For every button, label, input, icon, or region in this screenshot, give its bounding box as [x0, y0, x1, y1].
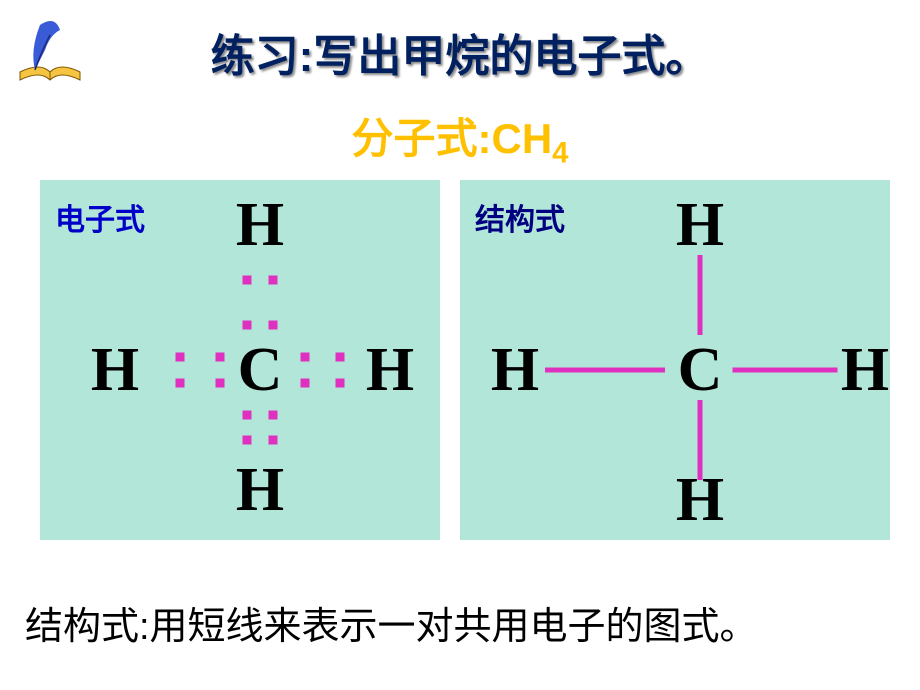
title-text: 练习:写出甲烷的电子式。: [211, 32, 710, 81]
atom-H: H: [676, 194, 724, 256]
subtitle-formula: CH4: [491, 115, 568, 162]
structural-diagram: HHCHH: [460, 180, 890, 540]
atom-H: H: [236, 194, 284, 256]
electron-dot: [216, 379, 225, 388]
electron-dot: [301, 379, 310, 388]
subtitle-label: 分子式:: [351, 115, 491, 162]
lewis-diagram: HHCHH: [40, 180, 440, 540]
page-title: 练习:写出甲烷的电子式。: [0, 20, 920, 84]
subtitle: 分子式:CH4: [0, 105, 920, 170]
slide: 练习:写出甲烷的电子式。 分子式:CH4 电子式 HHCHH 结构式 HHCHH…: [0, 0, 920, 690]
formula-base: CH: [491, 115, 552, 162]
structural-panel: 结构式 HHCHH: [460, 180, 890, 540]
electron-dot: [269, 411, 278, 420]
bond-line: [698, 400, 703, 480]
electron-dot: [269, 276, 278, 285]
electron-dot: [269, 436, 278, 445]
atom-C: C: [678, 339, 723, 401]
atom-H: H: [491, 339, 539, 401]
bond-line: [733, 368, 838, 373]
footer-text: 结构式:用短线来表示一对共用电子的图式。: [25, 595, 758, 650]
electron-dot: [216, 353, 225, 362]
atom-H: H: [366, 339, 414, 401]
electron-dot: [176, 353, 185, 362]
atom-C: C: [238, 339, 283, 401]
electron-dot: [269, 321, 278, 330]
electron-dot: [176, 379, 185, 388]
lewis-panel: 电子式 HHCHH: [40, 180, 440, 540]
electron-dot: [243, 436, 252, 445]
bond-line: [698, 255, 703, 335]
electron-dot: [243, 321, 252, 330]
electron-dot: [243, 411, 252, 420]
electron-dot: [301, 353, 310, 362]
electron-dot: [336, 353, 345, 362]
atom-H: H: [841, 339, 889, 401]
bond-line: [545, 368, 665, 373]
electron-dot: [243, 276, 252, 285]
atom-H: H: [236, 459, 284, 521]
electron-dot: [336, 379, 345, 388]
atom-H: H: [91, 339, 139, 401]
formula-sub: 4: [552, 136, 568, 169]
